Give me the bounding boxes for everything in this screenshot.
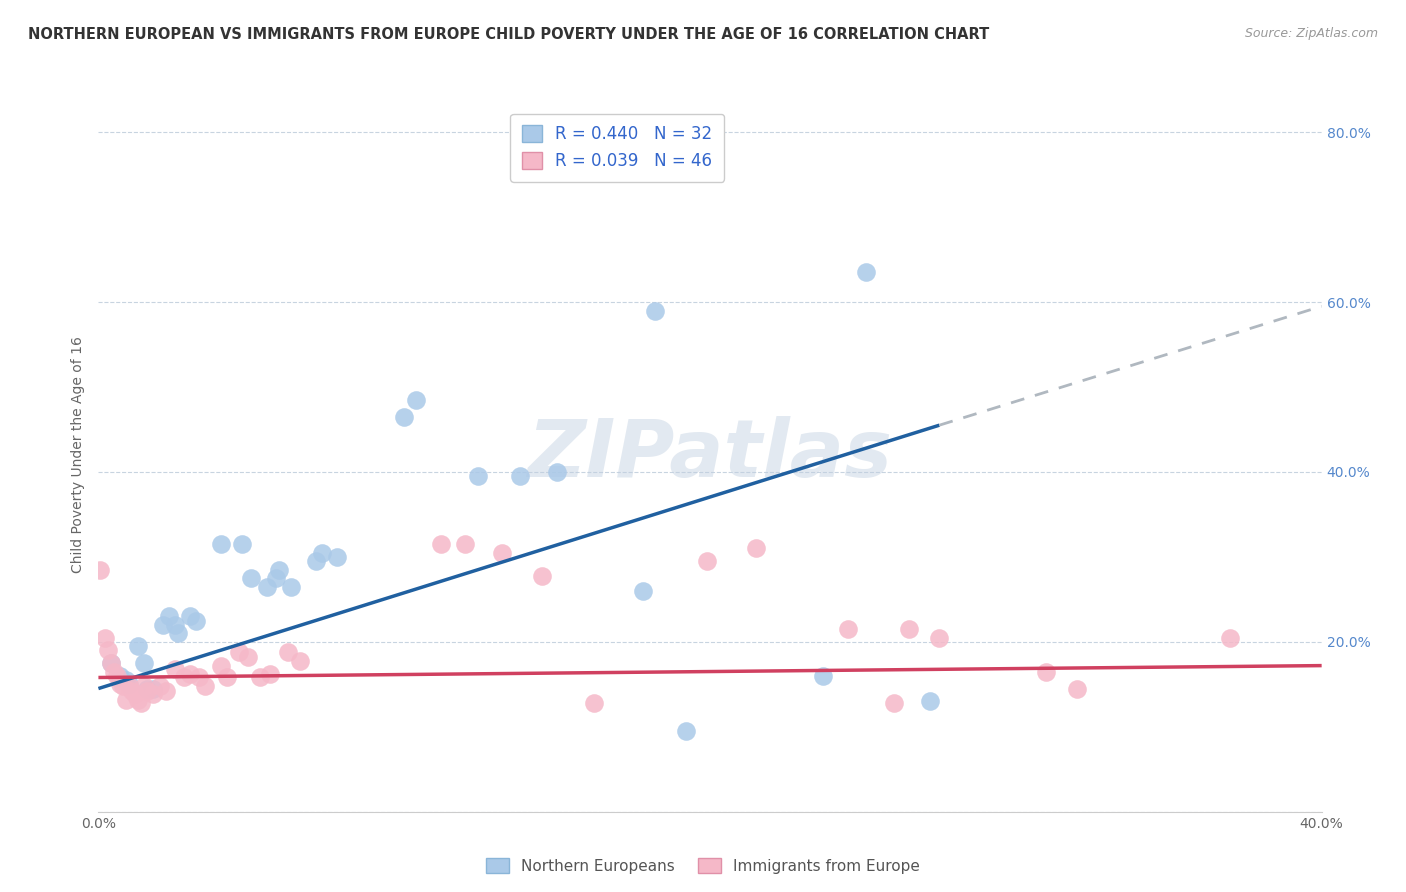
- Point: [267, 563, 290, 577]
- Point: [129, 696, 152, 710]
- Point: [157, 609, 180, 624]
- Point: [186, 614, 208, 628]
- Point: [644, 303, 666, 318]
- Point: [1066, 681, 1088, 696]
- Point: [530, 568, 553, 582]
- Point: [280, 580, 302, 594]
- Point: [194, 679, 217, 693]
- Point: [259, 667, 281, 681]
- Point: [136, 684, 159, 698]
- Point: [277, 645, 299, 659]
- Point: [631, 583, 654, 598]
- Point: [405, 392, 427, 407]
- Point: [108, 669, 131, 683]
- Point: [467, 469, 489, 483]
- Text: NORTHERN EUROPEAN VS IMMIGRANTS FROM EUROPE CHILD POVERTY UNDER THE AGE OF 16 CO: NORTHERN EUROPEAN VS IMMIGRANTS FROM EUR…: [28, 27, 990, 42]
- Point: [228, 645, 250, 659]
- Point: [108, 677, 131, 691]
- Point: [1219, 631, 1241, 645]
- Point: [249, 671, 271, 685]
- Y-axis label: Child Poverty Under the Age of 16: Child Poverty Under the Age of 16: [72, 336, 86, 574]
- Point: [155, 684, 177, 698]
- Point: [100, 656, 122, 670]
- Point: [127, 639, 149, 653]
- Point: [163, 662, 186, 676]
- Legend: Northern Europeans, Immigrants from Europe: Northern Europeans, Immigrants from Euro…: [479, 852, 927, 880]
- Point: [430, 537, 453, 551]
- Point: [215, 671, 238, 685]
- Point: [105, 669, 128, 683]
- Point: [920, 694, 942, 708]
- Point: [855, 265, 877, 279]
- Point: [124, 688, 146, 702]
- Point: [89, 563, 111, 577]
- Point: [928, 631, 950, 645]
- Point: [118, 679, 141, 693]
- Point: [675, 724, 697, 739]
- Point: [173, 671, 195, 685]
- Point: [811, 669, 834, 683]
- Point: [897, 622, 920, 636]
- Point: [837, 622, 859, 636]
- Point: [454, 537, 477, 551]
- Point: [1035, 665, 1057, 679]
- Point: [149, 679, 172, 693]
- Point: [167, 626, 190, 640]
- Point: [115, 692, 138, 706]
- Point: [582, 696, 605, 710]
- Point: [209, 537, 232, 551]
- Point: [883, 696, 905, 710]
- Point: [142, 681, 165, 696]
- Point: [127, 692, 149, 706]
- Text: ZIPatlas: ZIPatlas: [527, 416, 893, 494]
- Point: [136, 681, 159, 696]
- Point: [231, 537, 253, 551]
- Point: [121, 684, 143, 698]
- Point: [142, 688, 165, 702]
- Point: [163, 617, 186, 632]
- Point: [115, 673, 138, 687]
- Point: [290, 653, 312, 667]
- Point: [264, 571, 287, 585]
- Point: [304, 554, 326, 568]
- Point: [97, 643, 120, 657]
- Point: [745, 541, 768, 556]
- Point: [100, 656, 122, 670]
- Point: [696, 554, 718, 568]
- Point: [326, 549, 349, 564]
- Point: [118, 677, 141, 691]
- Point: [491, 546, 513, 560]
- Point: [134, 656, 156, 670]
- Point: [179, 667, 201, 681]
- Point: [134, 679, 156, 693]
- Point: [238, 650, 260, 665]
- Point: [240, 571, 263, 585]
- Point: [179, 609, 201, 624]
- Legend: R = 0.440   N = 32, R = 0.039   N = 46: R = 0.440 N = 32, R = 0.039 N = 46: [510, 113, 724, 182]
- Point: [509, 469, 531, 483]
- Point: [256, 580, 278, 594]
- Point: [111, 679, 134, 693]
- Point: [209, 658, 232, 673]
- Point: [392, 409, 416, 424]
- Point: [103, 665, 125, 679]
- Text: Source: ZipAtlas.com: Source: ZipAtlas.com: [1244, 27, 1378, 40]
- Point: [188, 671, 211, 685]
- Point: [546, 465, 568, 479]
- Point: [93, 631, 115, 645]
- Point: [702, 134, 724, 148]
- Point: [152, 617, 174, 632]
- Point: [311, 546, 333, 560]
